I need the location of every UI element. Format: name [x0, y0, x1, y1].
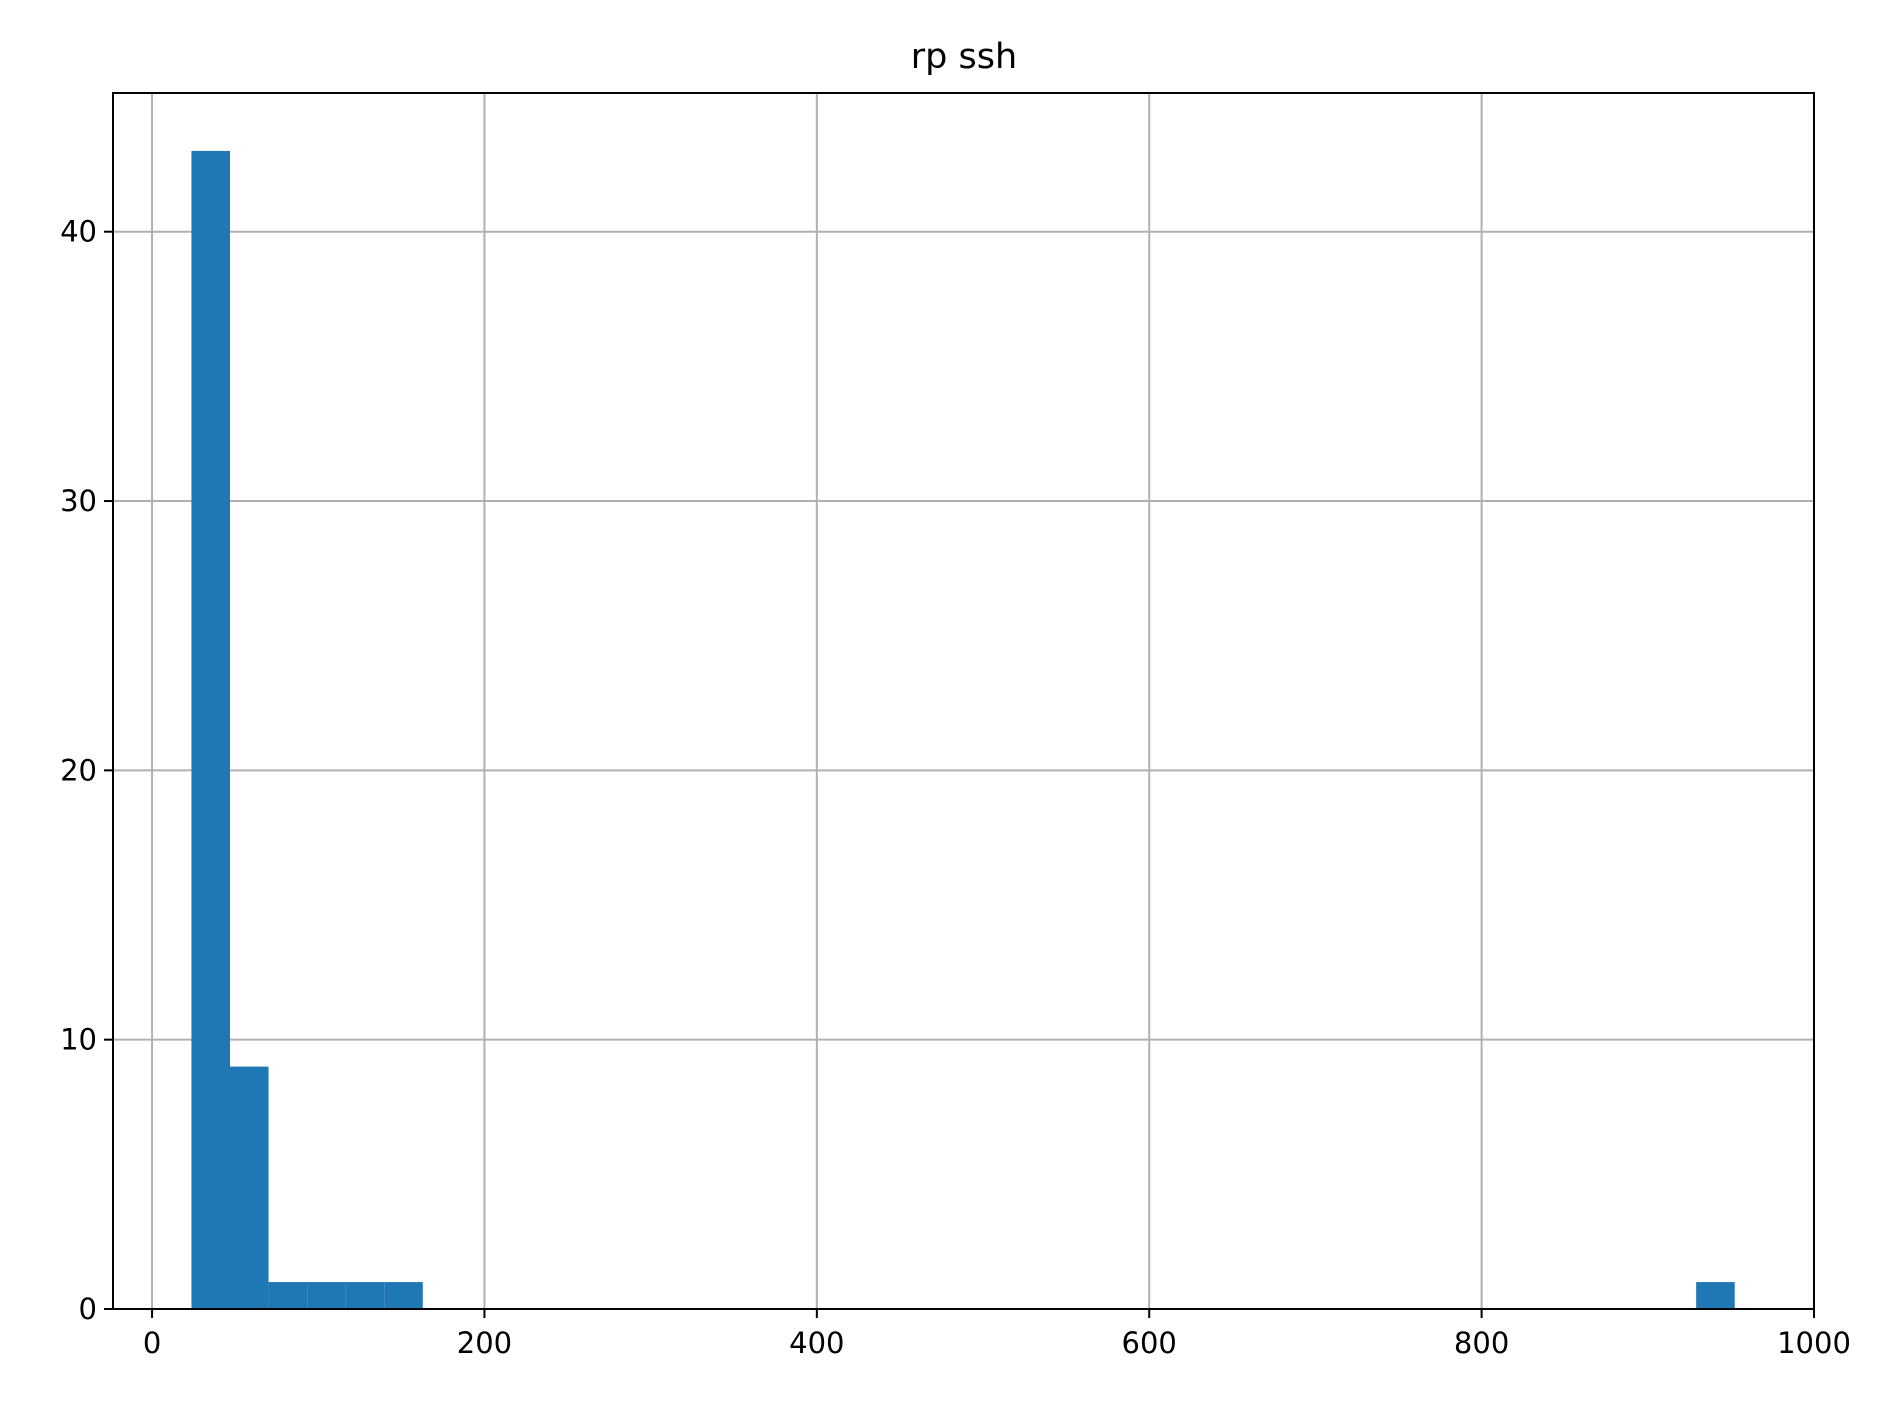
y-tick-label: 40: [60, 215, 97, 249]
y-axis: 0 10 20 30 40: [60, 215, 113, 1326]
histogram-bar: [268, 1282, 308, 1309]
x-tick-label: 1000: [1777, 1326, 1851, 1360]
y-tick-label: 0: [79, 1292, 97, 1326]
histogram-bars: [191, 150, 1735, 1309]
y-tick-label: 20: [60, 753, 97, 787]
histogram-bar: [345, 1282, 385, 1309]
histogram-bar: [191, 150, 231, 1309]
x-tick-label: 800: [1454, 1326, 1509, 1360]
y-tick-label: 10: [60, 1023, 97, 1057]
x-axis: 0 200 400 600 800 1000: [143, 1309, 1851, 1360]
plot-frame: [112, 92, 1815, 1310]
x-tick-label: 600: [1122, 1326, 1177, 1360]
histogram-bar: [384, 1282, 423, 1309]
chart-title: rp ssh: [911, 37, 1017, 77]
histogram-bar: [230, 1066, 269, 1309]
x-tick-label: 0: [143, 1326, 161, 1360]
histogram-bar: [307, 1282, 346, 1309]
x-tick-label: 400: [789, 1326, 844, 1360]
y-tick-label: 30: [60, 484, 97, 518]
x-tick-label: 200: [457, 1326, 512, 1360]
histogram-bar: [1696, 1282, 1735, 1309]
